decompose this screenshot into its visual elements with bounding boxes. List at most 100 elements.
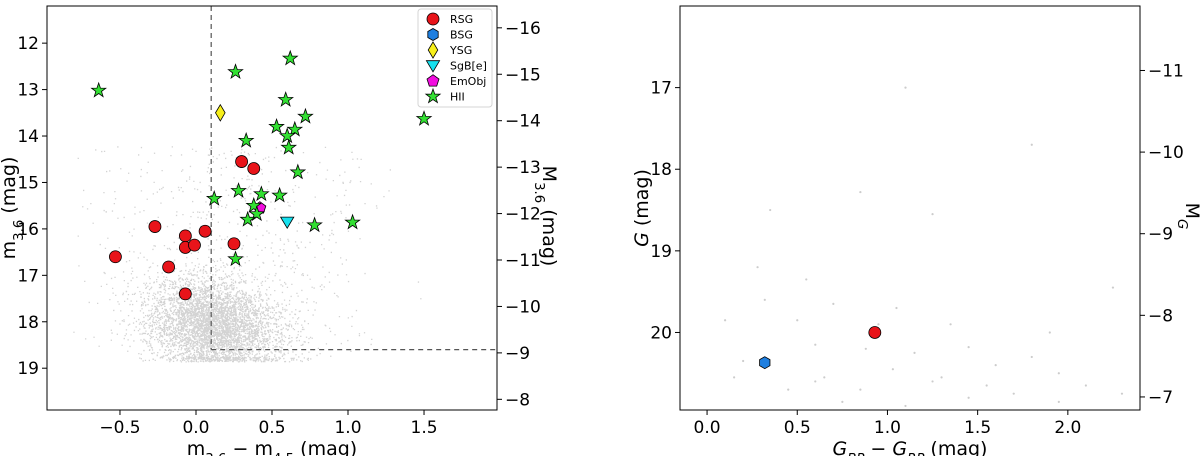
y2-axis-label: MG xyxy=(1175,203,1200,230)
marker-rsg xyxy=(868,326,882,339)
background-point xyxy=(1057,372,1060,375)
y2-tick-label: −8 xyxy=(1148,306,1173,326)
marker-hii xyxy=(415,110,433,126)
marker-hii xyxy=(278,127,296,144)
marker-hii xyxy=(230,182,247,198)
marker-rsg xyxy=(178,229,192,243)
background-point xyxy=(1057,400,1060,403)
right-panel-gaia-cmd: 0.0 0.5 1.0 1.5 2.0 17 18 19 20 −11 −10 −9 −8 −7 GBP −… xyxy=(631,5,1200,456)
y-tick-label: 20 xyxy=(650,323,672,343)
y2-tick-label: −12 xyxy=(505,205,541,225)
plot-frame xyxy=(679,5,1141,411)
background-point xyxy=(723,319,727,322)
legend-marker-bsg xyxy=(427,28,439,41)
y-tick-label: 15 xyxy=(17,173,39,193)
y2-tick-label: −11 xyxy=(505,251,541,271)
y2-tick-label: −14 xyxy=(505,112,541,132)
background-point xyxy=(985,384,988,387)
marker-hii xyxy=(281,49,299,66)
left-panel-irac-cmd: −0.5 0.0 0.5 1.0 1.5 12 13 14 15 16 17 18 19 −16 −15 −1… xyxy=(0,5,560,456)
background-point xyxy=(1120,392,1124,395)
y-tick-label: 19 xyxy=(17,359,39,379)
background-point xyxy=(763,298,766,301)
background-point xyxy=(864,347,867,350)
y-tick-label: 13 xyxy=(17,81,39,101)
legend-label: EmObj xyxy=(450,75,486,88)
y-axis-label: m3.6 (mag) xyxy=(0,157,27,260)
legend-label: BSG xyxy=(450,29,473,42)
marker-hii xyxy=(344,213,361,230)
background-stars xyxy=(723,86,1124,408)
marker-hii xyxy=(277,91,294,107)
marker-hii xyxy=(280,138,298,155)
background-point xyxy=(949,323,952,326)
marker-hii xyxy=(245,196,263,213)
legend-marker-sgbe xyxy=(425,60,441,73)
legend-marker-emobj xyxy=(426,74,440,87)
marker-ysg xyxy=(215,103,226,122)
marker-hii xyxy=(271,186,288,203)
marker-rsg xyxy=(162,260,176,274)
y-tick-label: 18 xyxy=(650,160,672,180)
y-tick-label: 17 xyxy=(17,266,39,286)
background-point xyxy=(805,278,808,281)
background-point xyxy=(814,380,817,383)
y-tick-label: 17 xyxy=(650,79,672,99)
background-point xyxy=(787,388,790,391)
background-point xyxy=(913,351,916,354)
plot-area xyxy=(73,6,497,363)
legend-label: HII xyxy=(450,91,465,104)
x-tick-label: 0.5 xyxy=(784,418,811,438)
background-point xyxy=(904,86,907,89)
marker-hii xyxy=(227,250,244,267)
background-point xyxy=(1111,286,1115,289)
marker-hii xyxy=(239,210,256,227)
legend-label: RSG xyxy=(450,13,473,26)
marker-rsg xyxy=(178,287,192,301)
y-axis-label: G (mag) xyxy=(631,169,653,247)
y2-tick-label: −15 xyxy=(505,65,541,85)
y2-tick-label: −10 xyxy=(505,297,541,317)
background-point xyxy=(1030,355,1033,359)
marker-rsg xyxy=(198,224,212,238)
legend-marker-rsg xyxy=(426,12,440,26)
background-point xyxy=(823,376,826,379)
marker-hii xyxy=(268,118,285,134)
background-point xyxy=(742,359,745,363)
x-axis-label: m3.6 − m4.5 (mag) xyxy=(187,438,357,456)
x-tick-label: 1.5 xyxy=(411,418,438,438)
marker-rsg xyxy=(235,155,248,168)
marker-hii xyxy=(286,120,304,137)
x-axis-label: GBP − GRP (mag) xyxy=(833,438,988,456)
marker-hii xyxy=(306,216,323,233)
marker-sgbe xyxy=(279,216,295,230)
marker-rsg xyxy=(188,238,201,252)
background-cloud xyxy=(73,146,422,363)
y-tick-label: 12 xyxy=(17,34,39,54)
legend-marker-ysg xyxy=(427,41,439,59)
marker-hii xyxy=(253,185,270,202)
background-point xyxy=(1012,392,1015,395)
background-point xyxy=(931,213,934,216)
background-point xyxy=(1084,384,1087,387)
background-point xyxy=(814,343,817,346)
y-tick-label: 18 xyxy=(17,313,39,333)
background-point xyxy=(904,404,907,408)
y2-tick-label: −9 xyxy=(1148,225,1173,245)
background-point xyxy=(841,400,844,403)
background-point xyxy=(994,364,997,367)
marker-rsg xyxy=(227,237,241,251)
marker-bsg xyxy=(759,356,771,370)
y2-tick-label: −9 xyxy=(505,344,530,364)
marker-hii xyxy=(297,107,314,124)
background-point xyxy=(940,376,943,379)
background-point xyxy=(769,208,772,212)
background-stars xyxy=(73,146,422,363)
legend-label: SgB[e] xyxy=(450,60,487,73)
marker-hii xyxy=(248,205,266,222)
x-tick-label: −0.5 xyxy=(99,418,140,438)
marker-rsg xyxy=(247,162,261,175)
marker-rsg xyxy=(109,250,122,264)
background-point xyxy=(832,302,835,305)
legend-marker-hii xyxy=(424,87,442,104)
